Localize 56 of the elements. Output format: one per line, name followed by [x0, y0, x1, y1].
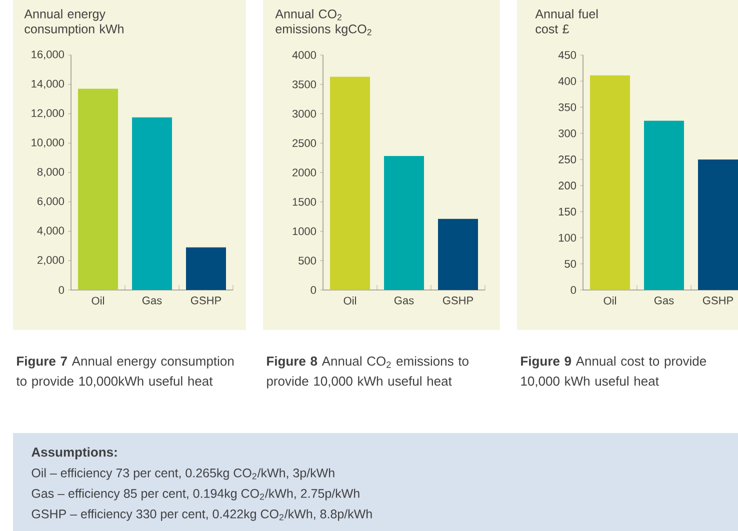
y-tick-label: 1000: [292, 227, 316, 236]
y-tick-label: 3000: [292, 110, 316, 118]
bar: [330, 76, 370, 290]
x-tick-label: GSHP: [702, 296, 734, 304]
bar: [384, 156, 424, 290]
bar: [438, 218, 478, 290]
y-tick-label: 300: [558, 129, 576, 138]
y-tick-label: 400: [558, 77, 576, 86]
bar: [186, 247, 226, 290]
bar: [132, 117, 172, 290]
y-tick-label: 1500: [292, 198, 316, 206]
y-axis-title: Annual energy consumption kWh: [24, 9, 124, 36]
y-tick-label: 200: [558, 182, 576, 190]
y-tick-label: 12,000: [32, 109, 64, 118]
y-axis-title: Annual CO$_{2}$ emissions kgCO$_{2}$: [275, 9, 372, 36]
y-tick-label: 0: [310, 286, 316, 294]
y-tick-label: 2000: [292, 168, 316, 176]
bar: [644, 120, 684, 290]
y-tick-label: 350: [558, 103, 576, 112]
y-tick-label: 0: [58, 286, 64, 294]
x-tick-label: Gas: [654, 296, 674, 304]
x-tick-label: Gas: [394, 296, 414, 304]
y-tick-label: 150: [558, 208, 576, 216]
text: Figure 8 Annual CO$_{2}$ emissions to provide 10,000 kWh useful heat: [267, 356, 468, 388]
x-tick-label: Oil: [344, 296, 356, 305]
y-tick-label: 50: [564, 260, 576, 268]
y-tick-label: 8,000: [37, 168, 64, 178]
text: Figure 9 Annual cost to provide 10,000 kWh useful heat: [521, 356, 706, 388]
bar: [590, 75, 630, 290]
y-tick-label: 500: [298, 256, 316, 265]
x-tick-label: GSHP: [190, 296, 222, 304]
y-axis-title: Annual fuel cost £: [535, 9, 598, 34]
text: GSHP – efficiency 330 per cent, 0.422kg CO$_{2}$/kWh, 8.8p/kWh: [32, 509, 372, 521]
y-tick-label: 6,000: [38, 197, 64, 206]
text: Gas – efficiency 85 per cent, 0.194kg CO$_{2}$/kWh, 2.75p/kWh: [32, 488, 360, 500]
y-tick-label: 4,000: [37, 226, 64, 236]
y-tick-label: 3500: [292, 80, 316, 88]
x-tick-label: Oil: [604, 296, 616, 305]
y-tick-label: 0: [570, 286, 576, 294]
bar: [698, 159, 738, 290]
x-tick-label: Gas: [142, 296, 162, 304]
text: Assumptions:: [32, 447, 117, 460]
y-tick-label: 16,000: [32, 50, 64, 60]
y-tick-label: 100: [558, 234, 576, 242]
x-tick-label: GSHP: [442, 296, 474, 304]
y-tick-label: 14,000: [32, 80, 64, 89]
y-tick-label: 450: [558, 51, 576, 59]
y-tick-label: 2,000: [37, 256, 64, 266]
y-tick-label: 250: [558, 156, 576, 164]
y-tick-label: 2500: [292, 139, 316, 148]
y-tick-label: 10,000: [32, 138, 64, 148]
y-tick-label: 4000: [292, 51, 316, 59]
text: Oil – efficiency 73 per cent, 0.265kg CO$_{2}$/kWh, 3p/kWh: [32, 468, 334, 480]
text: Figure 7 Annual energy consumption to provide 10,000kWh useful heat: [16, 356, 234, 388]
x-tick-label: Oil: [92, 296, 104, 305]
bar: [78, 88, 118, 290]
